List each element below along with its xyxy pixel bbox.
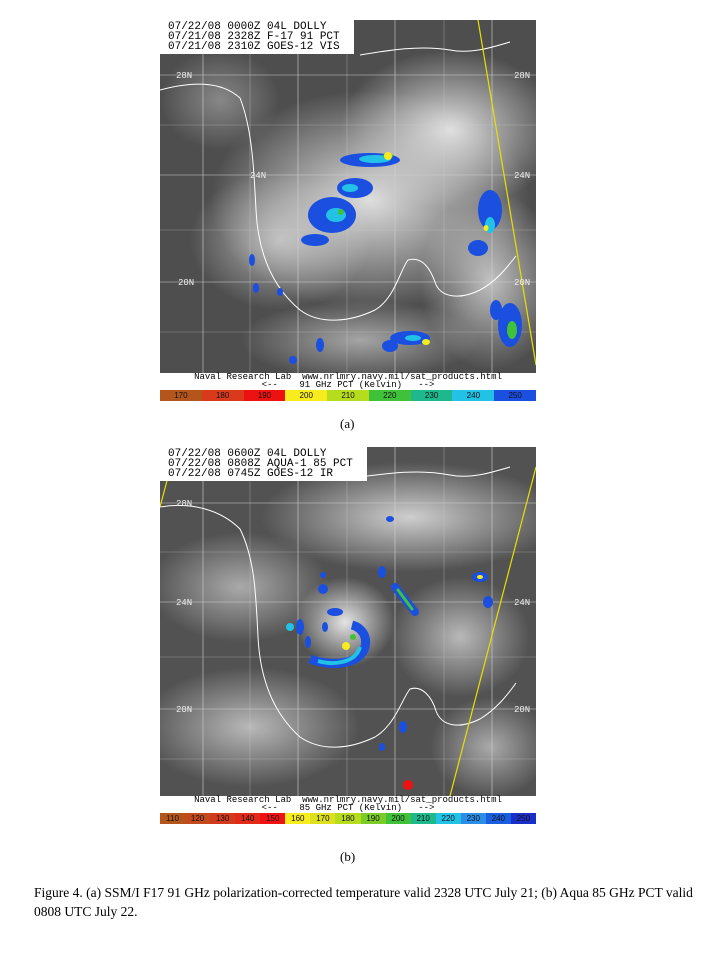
colorbar-segment: 210 bbox=[410, 813, 436, 824]
colorbar-segment: 180 bbox=[201, 390, 244, 401]
colorbar-segment: 160 bbox=[285, 813, 311, 824]
panel-a-header: 07/22/08 0000Z 04L DOLLY 07/21/08 2328Z F… bbox=[160, 20, 354, 54]
colorbar-segment: 110 bbox=[160, 813, 186, 824]
colorbar-segment: 230 bbox=[460, 813, 486, 824]
lat-label-20n-right: 20N bbox=[514, 278, 531, 288]
colorbar-tick-label: 140 bbox=[241, 814, 255, 823]
panel-a-colorbar: 170 180 190 200 210 220 230 240 250 bbox=[160, 390, 537, 401]
panel-a-footer: Naval Research Lab www.nrlmry.navy.mil/s… bbox=[160, 373, 536, 390]
colorbar-segment: 230 bbox=[410, 390, 453, 401]
colorbar-tick-label: 200 bbox=[299, 391, 313, 400]
colorbar-segment: 140 bbox=[235, 813, 261, 824]
colorbar-tick-label: 160 bbox=[291, 814, 305, 823]
lat-label-28n-right: 28N bbox=[514, 71, 531, 81]
colorbar-tick-label: 230 bbox=[466, 814, 480, 823]
colorbar-tick-label: 120 bbox=[190, 814, 205, 823]
colorbar-tick-label: 230 bbox=[424, 391, 439, 400]
colorbar-segment: 130 bbox=[210, 813, 236, 824]
panel-b-credit: Naval Research Lab www.nrlmry.navy.mil/s… bbox=[194, 795, 502, 805]
lat-label-28n-left: 28N bbox=[176, 71, 193, 81]
satellite-imagery-b bbox=[160, 447, 536, 796]
lat-label-20n-left: 20N bbox=[178, 278, 195, 288]
colorbar-tick-label: 190 bbox=[257, 391, 272, 400]
satellite-imagery-a bbox=[160, 20, 536, 373]
lat-label-24n-left: 24N bbox=[176, 598, 193, 608]
colorbar-tick-label: 220 bbox=[383, 391, 397, 400]
colorbar-segment: 200 bbox=[385, 813, 411, 824]
colorbar-segment: 210 bbox=[327, 390, 369, 401]
panel-b-scale-title: <-- 85 GHz PCT (Kelvin) --> bbox=[261, 803, 435, 813]
colorbar-segment: 250 bbox=[510, 813, 536, 824]
figure-panel-b: 07/22/08 0600Z 04L DOLLY 07/22/08 0808Z A… bbox=[160, 447, 536, 824]
colorbar-tick-label: 220 bbox=[441, 814, 455, 823]
colorbar-segment: 180 bbox=[335, 813, 361, 824]
colorbar-segment: 240 bbox=[452, 390, 495, 401]
panel-b-colorbar: 110 120 130 140 150 160 170 180 190 200 210 220 230 2… bbox=[160, 813, 536, 824]
colorbar-tick-label: 190 bbox=[366, 814, 380, 823]
colorbar-tick-label: 170 bbox=[174, 391, 188, 400]
colorbar-segment: 190 bbox=[360, 813, 386, 824]
colorbar-tick-label: 210 bbox=[341, 391, 355, 400]
panel-b-header: 07/22/08 0600Z 04L DOLLY 07/22/08 0808Z A… bbox=[160, 447, 367, 481]
figure-caption: Figure 4. (a) SSM/I F17 91 GHz polarizat… bbox=[34, 885, 693, 919]
panel-a-scale-title: <-- 91 GHz PCT (Kelvin) --> bbox=[261, 380, 435, 390]
colorbar-segment: 240 bbox=[485, 813, 511, 824]
lat-label-28n-left: 28N bbox=[176, 499, 193, 509]
colorbar-segment: 190 bbox=[243, 390, 286, 401]
colorbar-tick-label: 180 bbox=[341, 814, 355, 823]
colorbar-segment: 150 bbox=[260, 813, 286, 824]
colorbar-segment: 250 bbox=[494, 390, 537, 401]
colorbar-tick-label: 200 bbox=[391, 814, 405, 823]
panel-a-label: (a) bbox=[340, 416, 355, 431]
colorbar-tick-label: 150 bbox=[266, 814, 280, 823]
colorbar-segment: 220 bbox=[368, 390, 411, 401]
colorbar-tick-label: 240 bbox=[491, 814, 506, 823]
colorbar-tick-label: 250 bbox=[508, 391, 522, 400]
lat-label-24n-left: 24N bbox=[250, 171, 267, 181]
panel-b-label: (b) bbox=[340, 849, 356, 864]
colorbar-tick-label: 210 bbox=[416, 814, 430, 823]
lat-label-24n-right: 24N bbox=[514, 598, 531, 608]
colorbar-tick-label: 170 bbox=[316, 814, 330, 823]
colorbar-tick-label: 240 bbox=[466, 391, 481, 400]
lat-label-20n-left: 20N bbox=[176, 705, 193, 715]
colorbar-tick-label: 110 bbox=[166, 814, 179, 823]
colorbar-segment: 170 bbox=[160, 390, 202, 401]
colorbar-tick-label: 180 bbox=[215, 391, 230, 400]
satellite-image-b: 07/22/08 0600Z 04L DOLLY 07/22/08 0808Z A… bbox=[160, 447, 536, 796]
colorbar-tick-label: 250 bbox=[516, 814, 531, 823]
colorbar-segment: 200 bbox=[285, 390, 328, 401]
colorbar-segment: 220 bbox=[435, 813, 461, 824]
colorbar-tick-label: 130 bbox=[215, 814, 230, 823]
panel-a-credit: Naval Research Lab www.nrlmry.navy.mil/s… bbox=[194, 372, 502, 382]
colorbar-segment: 120 bbox=[185, 813, 211, 824]
lat-label-24n-right: 24N bbox=[514, 171, 531, 181]
panel-b-footer: Naval Research Lab www.nrlmry.navy.mil/s… bbox=[160, 796, 536, 813]
colorbar-segment: 170 bbox=[310, 813, 336, 824]
satellite-image-a: 07/22/08 0000Z 04L DOLLY 07/21/08 2328Z F… bbox=[160, 20, 536, 373]
lat-label-20n-right: 20N bbox=[514, 705, 531, 715]
figure-panel-a: 07/22/08 0000Z 04L DOLLY 07/21/08 2328Z F… bbox=[160, 20, 537, 401]
